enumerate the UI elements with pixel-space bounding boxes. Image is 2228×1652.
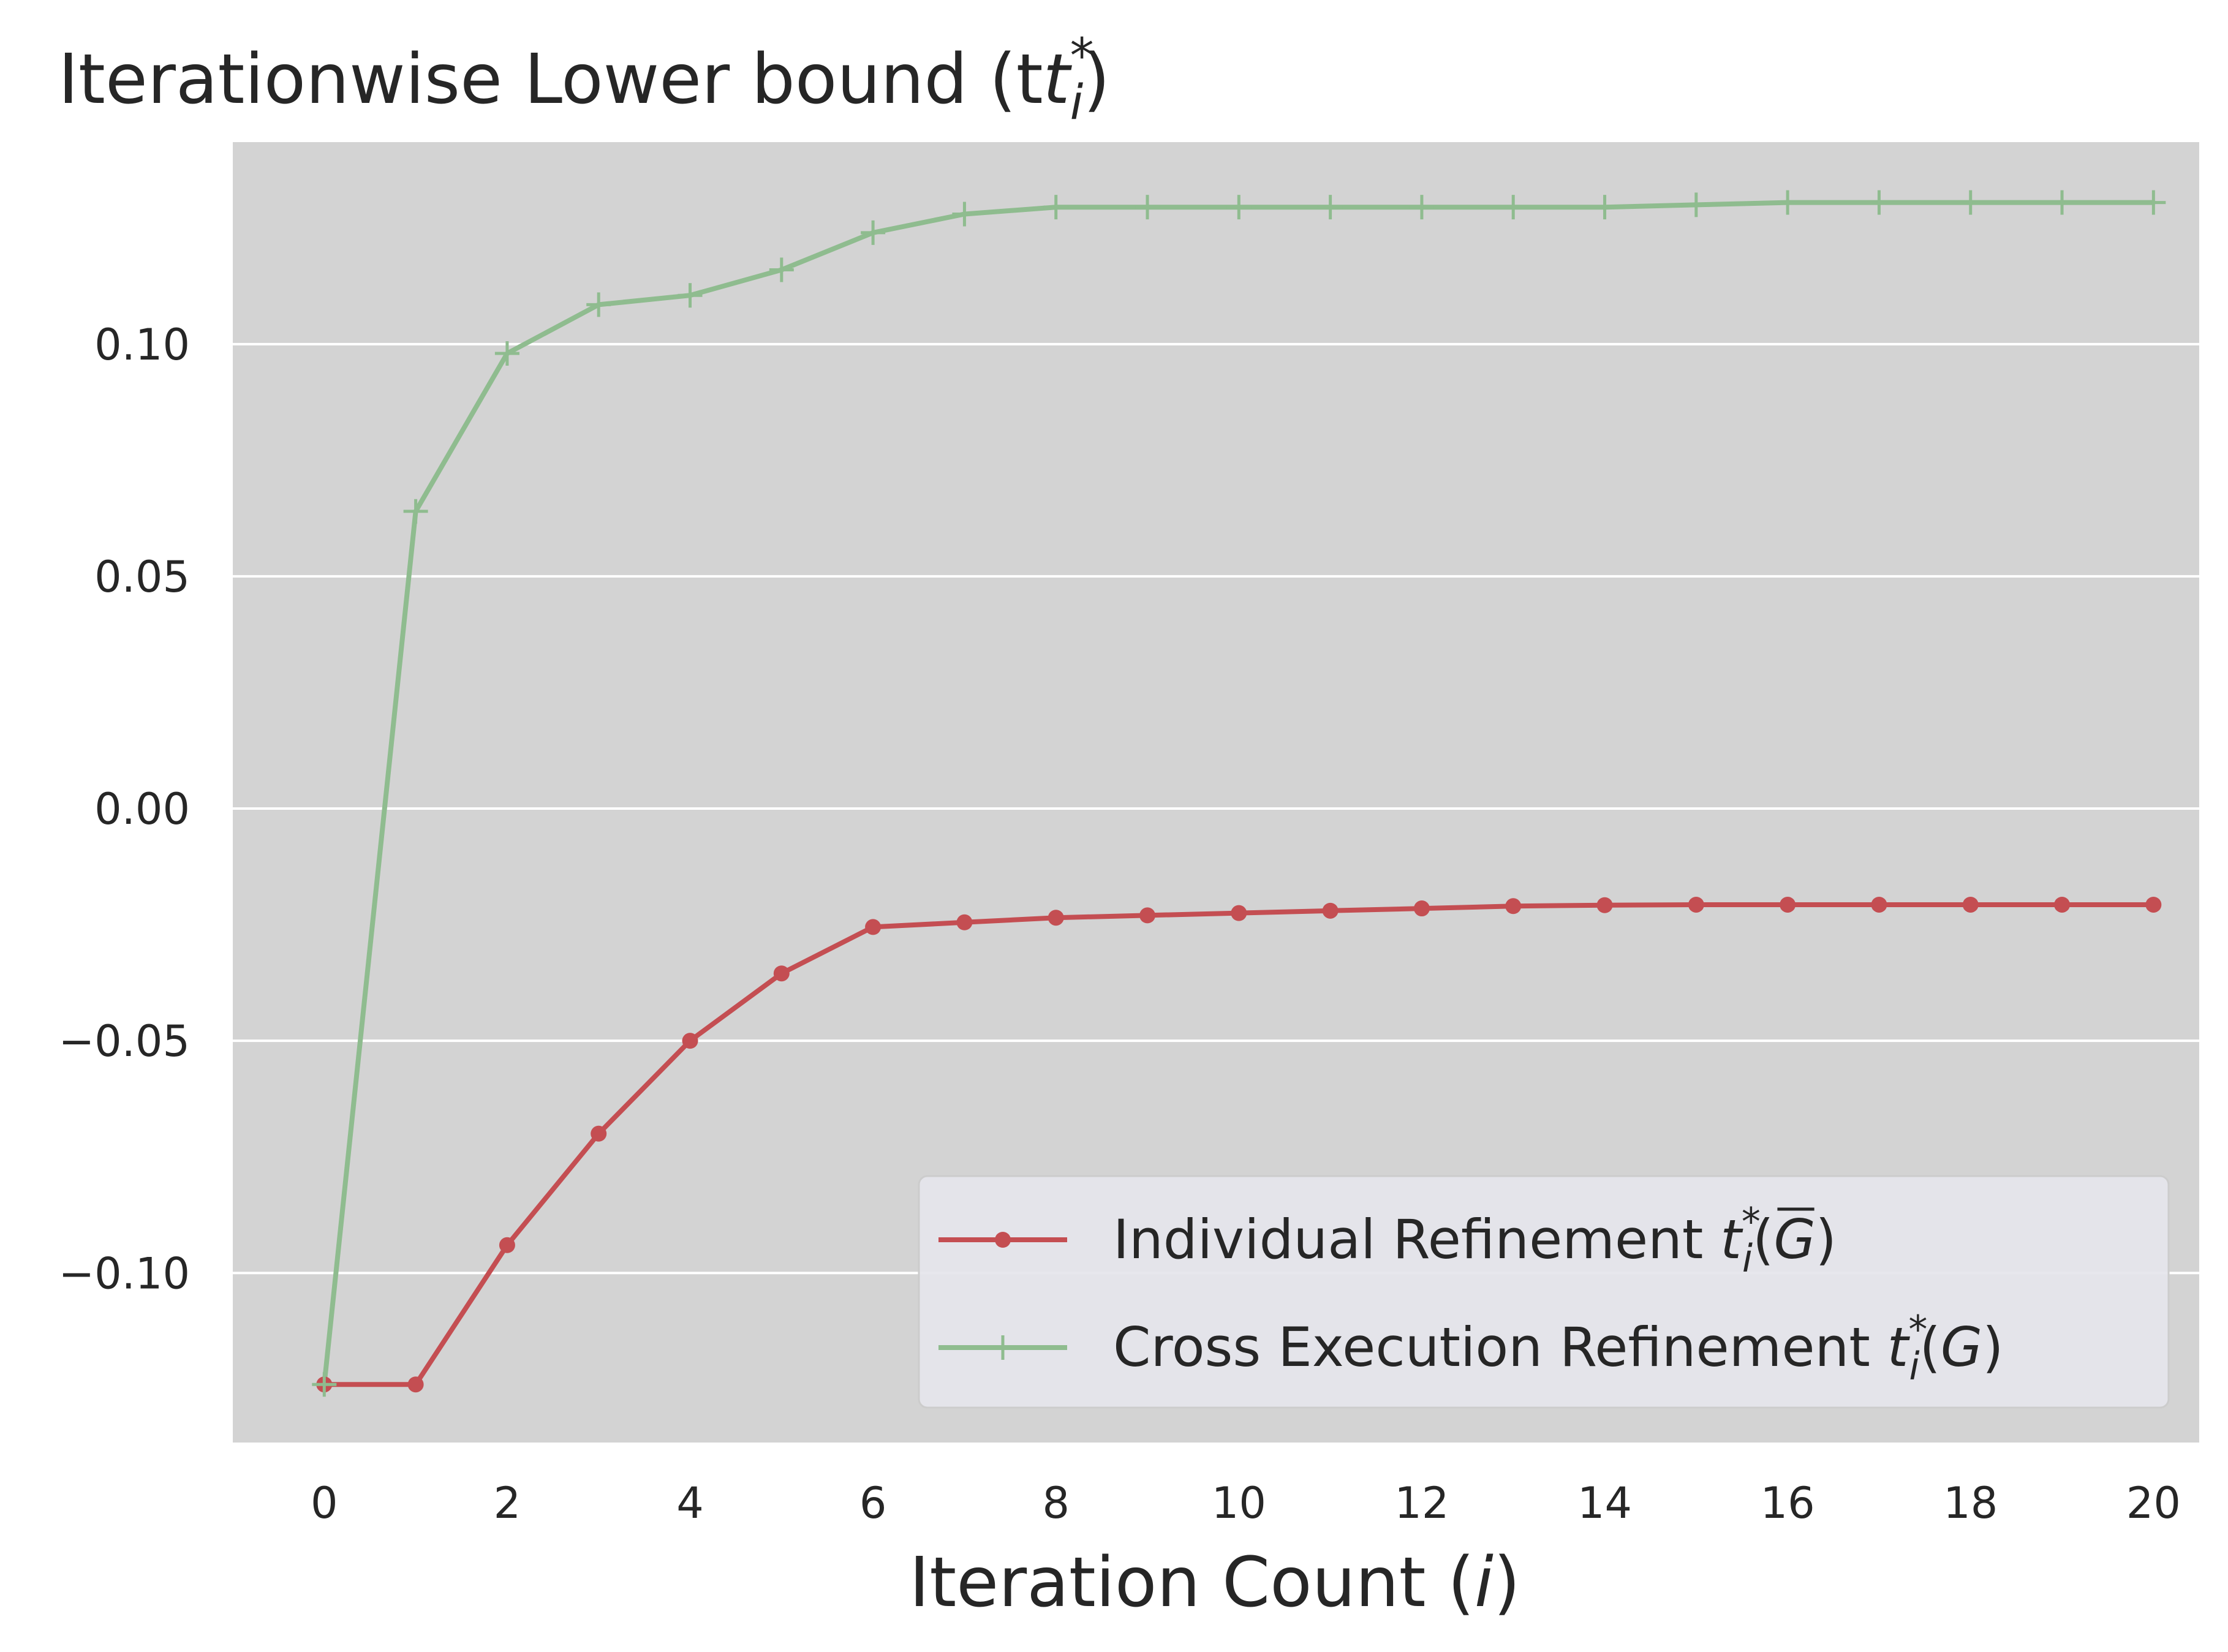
x-tick-label: 10 bbox=[1212, 1478, 1266, 1528]
legend: Individual Refinement t* i(G) Cross Execu… bbox=[918, 1175, 2170, 1409]
data-point bbox=[1322, 902, 1339, 919]
y-tick-label: −0.10 bbox=[58, 1248, 190, 1299]
x-tick-label: 6 bbox=[859, 1478, 887, 1528]
x-tick-labels: 0 2 4 6 8 10 12 14 16 18 20 bbox=[311, 1478, 2181, 1528]
x-tick-label: 0 bbox=[311, 1478, 338, 1528]
data-point bbox=[1409, 195, 1434, 220]
data-point bbox=[1318, 195, 1343, 220]
legend-box bbox=[918, 1175, 2170, 1409]
data-point bbox=[1231, 905, 1247, 921]
data-point bbox=[1958, 190, 1983, 215]
data-point bbox=[1962, 896, 1979, 913]
data-point bbox=[1043, 195, 1068, 220]
x-tick-label: 12 bbox=[1394, 1478, 1449, 1528]
data-point bbox=[865, 919, 882, 935]
data-point bbox=[494, 341, 519, 366]
chart-title: Iterationwise Lower bound (tt* i) bbox=[58, 29, 1110, 130]
data-point bbox=[586, 292, 611, 317]
data-point bbox=[2054, 896, 2071, 913]
data-point bbox=[769, 257, 794, 282]
data-point bbox=[499, 1237, 515, 1253]
x-tick-label: 20 bbox=[2126, 1478, 2181, 1528]
data-point bbox=[312, 1372, 337, 1397]
data-point bbox=[682, 1033, 698, 1049]
y-tick-label: −0.05 bbox=[58, 1016, 190, 1066]
data-point bbox=[861, 220, 886, 245]
data-point bbox=[1592, 195, 1617, 220]
data-point bbox=[2145, 896, 2162, 913]
data-point bbox=[678, 283, 703, 308]
data-point bbox=[956, 914, 973, 930]
y-tick-label: 0.10 bbox=[94, 320, 190, 370]
data-point bbox=[2141, 190, 2166, 215]
x-tick-label: 8 bbox=[1042, 1478, 1070, 1528]
data-point bbox=[1780, 896, 1796, 913]
data-point bbox=[591, 1125, 607, 1142]
legend-marker-individual bbox=[995, 1232, 1011, 1248]
data-point bbox=[1226, 195, 1252, 220]
y-tick-labels: −0.10 −0.05 0.00 0.05 0.10 bbox=[58, 320, 190, 1299]
x-tick-label: 4 bbox=[676, 1478, 704, 1528]
data-point bbox=[773, 965, 790, 982]
data-point bbox=[1775, 190, 1800, 215]
y-tick-label: 0.00 bbox=[94, 784, 190, 834]
x-axis-label: Iteration Count (i) bbox=[909, 1543, 1520, 1623]
data-point bbox=[1871, 896, 1887, 913]
legend-label-individual: Individual Refinement t* i(G) bbox=[1113, 1199, 1837, 1281]
legend-label-cross: Cross Execution Refinement t* i(G) bbox=[1113, 1307, 2003, 1389]
data-point bbox=[1867, 190, 1892, 215]
data-point bbox=[1683, 192, 1709, 217]
data-point bbox=[952, 202, 977, 227]
data-point bbox=[1596, 897, 1613, 913]
x-tick-label: 2 bbox=[494, 1478, 521, 1528]
legend-marker-cross bbox=[991, 1335, 1015, 1360]
data-point bbox=[407, 1376, 424, 1393]
data-point bbox=[1139, 907, 1156, 924]
y-tick-label: 0.05 bbox=[94, 552, 190, 602]
data-point bbox=[1413, 900, 1430, 917]
data-point bbox=[1688, 896, 1704, 913]
series-markers bbox=[312, 190, 2166, 1397]
x-tick-label: 14 bbox=[1577, 1478, 1632, 1528]
data-point bbox=[403, 499, 428, 524]
data-point bbox=[1048, 910, 1064, 926]
x-tick-label: 18 bbox=[1943, 1478, 1998, 1528]
data-point bbox=[2050, 190, 2075, 215]
x-tick-label: 16 bbox=[1761, 1478, 1815, 1528]
data-point bbox=[1135, 195, 1160, 220]
data-point bbox=[1505, 898, 1522, 915]
data-point bbox=[1501, 195, 1526, 220]
